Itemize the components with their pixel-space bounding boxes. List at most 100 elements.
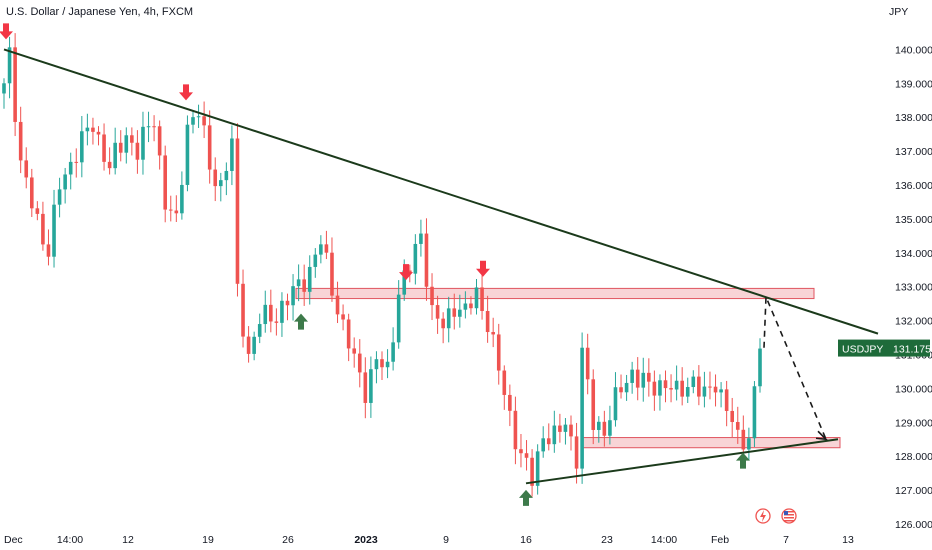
candle <box>274 308 279 336</box>
candle-body <box>441 318 445 329</box>
candle-body <box>697 376 701 397</box>
candle-body <box>13 47 17 122</box>
candle <box>235 123 240 297</box>
candle <box>474 278 479 315</box>
candle-body <box>574 436 579 469</box>
candle-body <box>602 421 607 436</box>
candle-body <box>552 425 557 445</box>
x-tick-label: 14:00 <box>57 534 83 546</box>
candle-body <box>669 388 673 390</box>
x-tick-label: 23 <box>601 534 613 546</box>
candle-body <box>496 334 501 371</box>
candle-body <box>352 348 357 354</box>
candle-body <box>630 369 634 383</box>
down-arrow-marker <box>0 23 13 40</box>
candle <box>446 296 451 343</box>
candle <box>107 147 112 175</box>
y-tick-label: 133.000 <box>895 282 932 294</box>
candle <box>285 293 290 321</box>
y-tick-label: 126.000 <box>895 519 932 531</box>
candle <box>52 189 56 268</box>
candle-body <box>541 438 546 452</box>
candle-body <box>635 369 640 388</box>
candle-body <box>168 209 173 211</box>
candle-body <box>758 348 762 387</box>
candle <box>535 444 540 495</box>
candle-body <box>563 424 568 432</box>
candle-body <box>608 420 612 436</box>
candle <box>124 127 129 164</box>
candle-body <box>546 438 551 445</box>
candle <box>135 130 140 174</box>
x-tick-label: 26 <box>282 534 294 546</box>
candle <box>552 410 557 453</box>
candle <box>63 167 67 204</box>
lightning-icon <box>755 508 771 524</box>
candle-body <box>213 169 218 187</box>
down-arrow-marker <box>399 264 413 281</box>
candles <box>2 33 762 497</box>
x-tick-label: 2023 <box>354 534 378 546</box>
candle <box>680 367 684 406</box>
candle <box>391 327 395 371</box>
x-tick-label: 14:00 <box>651 534 677 546</box>
candle <box>113 127 117 175</box>
candle <box>713 374 718 407</box>
candle <box>658 374 662 411</box>
candle <box>341 304 345 331</box>
candle-body <box>85 127 90 132</box>
candle-body <box>730 410 735 423</box>
y-tick-label: 129.000 <box>895 417 932 429</box>
candle-body <box>419 233 423 244</box>
price-tag-symbol: USDJPY <box>842 344 883 356</box>
candle-body <box>330 252 334 296</box>
candle-body <box>491 332 495 335</box>
projection-path <box>763 296 827 440</box>
candle <box>91 117 95 145</box>
candle-body <box>424 233 429 287</box>
candle-body <box>413 243 418 274</box>
candle-body <box>68 161 73 175</box>
candle-body <box>480 287 484 311</box>
candle <box>647 358 651 397</box>
candle <box>524 440 529 471</box>
last-price-tag: USDJPY 131.175 <box>838 339 931 357</box>
candle <box>541 426 546 458</box>
projection-arrowhead <box>815 430 829 441</box>
candle <box>196 104 201 128</box>
y-tick-label: 140.000 <box>895 44 932 56</box>
candle-body <box>180 184 184 214</box>
candle <box>13 33 17 137</box>
candle-body <box>719 389 723 393</box>
candle <box>685 377 690 404</box>
candle <box>419 219 423 257</box>
axes: 126.000127.000128.000129.000130.000131.0… <box>4 6 932 546</box>
candle <box>85 113 90 146</box>
y-tick-label: 138.000 <box>895 112 932 124</box>
trendlines <box>3 48 879 485</box>
candle-body <box>474 287 479 309</box>
candle-body <box>257 324 262 337</box>
candle <box>413 234 418 285</box>
candle <box>513 396 518 465</box>
candle <box>102 123 106 171</box>
candle-body <box>569 424 573 437</box>
candle <box>519 434 523 468</box>
candle <box>246 326 251 363</box>
candle <box>602 410 607 447</box>
y-tick-label: 135.000 <box>895 214 932 226</box>
candle <box>719 382 723 408</box>
x-tick-label: Feb <box>711 534 729 546</box>
candle <box>458 294 462 328</box>
candle <box>346 313 351 362</box>
candle-body <box>741 429 746 450</box>
candle <box>530 449 534 497</box>
candle-body <box>302 279 306 292</box>
candle-body <box>369 369 373 403</box>
candle <box>663 370 668 403</box>
candle <box>163 145 168 223</box>
candle <box>669 374 673 403</box>
candle <box>613 372 618 427</box>
candle <box>563 418 568 445</box>
